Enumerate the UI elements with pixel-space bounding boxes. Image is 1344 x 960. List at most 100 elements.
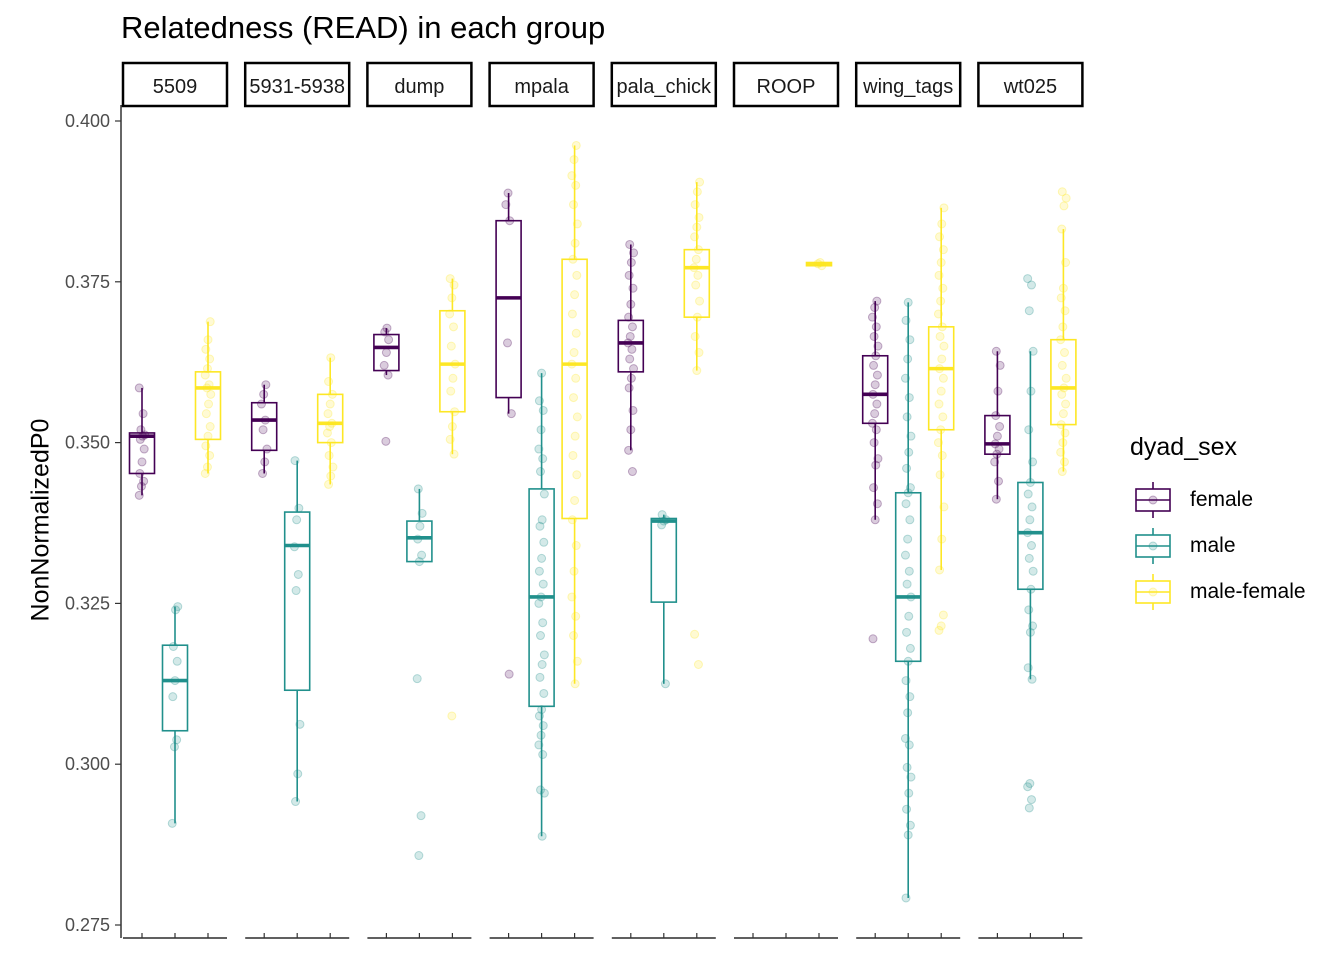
data-point <box>572 470 582 480</box>
data-point <box>904 788 914 798</box>
data-point <box>1059 383 1069 393</box>
data-point <box>625 354 635 364</box>
data-point <box>939 341 949 351</box>
data-point <box>322 428 332 438</box>
data-point <box>627 322 637 332</box>
panels-layer: 5509 5931-5938 dump mpala pala_chick ROOP wing… <box>121 61 1084 939</box>
data-point <box>625 331 635 341</box>
facet-strip-label: mpala <box>514 76 569 98</box>
box-male-female <box>194 317 222 478</box>
data-point <box>1023 489 1033 499</box>
data-point <box>539 537 549 547</box>
data-point <box>1060 428 1070 438</box>
data-point <box>570 495 580 505</box>
data-point <box>1058 283 1068 293</box>
box-iqr <box>406 520 433 563</box>
data-point <box>570 238 580 248</box>
data-point <box>571 611 581 621</box>
data-point <box>1027 541 1036 551</box>
data-point <box>1025 477 1035 487</box>
data-point <box>324 450 334 460</box>
data-point <box>905 643 915 653</box>
data-point <box>1057 187 1067 197</box>
box-iqr <box>617 319 645 373</box>
facet-strip <box>610 61 718 108</box>
data-point <box>571 140 581 150</box>
data-point <box>935 232 945 242</box>
data-point <box>869 331 879 341</box>
box-female <box>373 323 400 446</box>
data-point <box>327 389 337 399</box>
data-point <box>446 386 456 396</box>
y-tick-label: 0.275 <box>65 915 110 935</box>
facet-strip-label: 5509 <box>153 76 198 98</box>
data-point <box>326 438 336 448</box>
data-point <box>446 341 456 351</box>
data-point <box>938 283 948 293</box>
data-point <box>1058 438 1068 448</box>
data-point <box>136 425 146 435</box>
data-point <box>693 660 703 670</box>
data-point <box>900 550 910 560</box>
facet-panel-mpala: mpala <box>488 61 595 939</box>
data-point <box>691 280 701 290</box>
legend-key-point <box>1148 587 1158 597</box>
data-point <box>906 772 916 782</box>
data-point <box>262 444 272 454</box>
y-tick-label: 0.400 <box>65 111 110 131</box>
box-iqr <box>283 511 311 692</box>
facet-panel-wing-tags: wing_tags <box>854 61 962 939</box>
data-point <box>414 557 424 567</box>
data-point <box>1024 803 1034 813</box>
facet-panel-wt025: wt025 <box>977 61 1084 939</box>
data-point <box>537 515 547 525</box>
data-point <box>173 602 183 612</box>
axes-layer: 0.275 0.300 0.325 0.350 0.375 0.400 <box>65 105 122 938</box>
box-iqr <box>439 309 466 413</box>
data-point <box>327 418 337 428</box>
data-point <box>991 346 1001 356</box>
box-male-female <box>683 177 711 670</box>
data-point <box>538 750 548 760</box>
box-iqr <box>128 432 156 475</box>
data-point <box>568 254 578 264</box>
y-tick-label: 0.375 <box>65 272 110 292</box>
data-point <box>567 592 577 602</box>
data-point <box>629 248 639 258</box>
box-iqr <box>495 219 522 399</box>
data-point <box>695 177 705 187</box>
data-point <box>571 180 581 190</box>
facet-strip <box>121 61 229 108</box>
data-point <box>869 438 879 448</box>
data-point <box>690 232 700 242</box>
data-point <box>1058 409 1068 419</box>
data-point <box>1027 502 1037 512</box>
data-point <box>168 692 178 702</box>
facet-strip-label: dump <box>394 76 444 98</box>
data-point <box>292 515 302 525</box>
data-point <box>867 418 877 428</box>
data-point <box>380 327 390 337</box>
data-point <box>503 338 512 348</box>
data-point <box>202 383 212 393</box>
box-iqr <box>250 401 278 452</box>
data-point <box>1057 389 1067 399</box>
data-point <box>1024 605 1034 615</box>
data-point <box>534 396 544 406</box>
data-point <box>291 797 301 807</box>
data-point <box>690 629 700 639</box>
data-point <box>572 412 582 422</box>
data-point <box>903 534 913 544</box>
legend-key-female <box>1135 482 1171 518</box>
box-iqr <box>561 258 588 520</box>
data-point <box>323 409 333 419</box>
data-point <box>501 200 511 210</box>
data-point <box>904 740 914 750</box>
data-point <box>568 450 578 460</box>
data-point <box>537 831 547 841</box>
data-point <box>690 200 700 210</box>
data-point <box>902 579 912 589</box>
data-point <box>1061 193 1071 203</box>
data-point <box>326 471 336 481</box>
